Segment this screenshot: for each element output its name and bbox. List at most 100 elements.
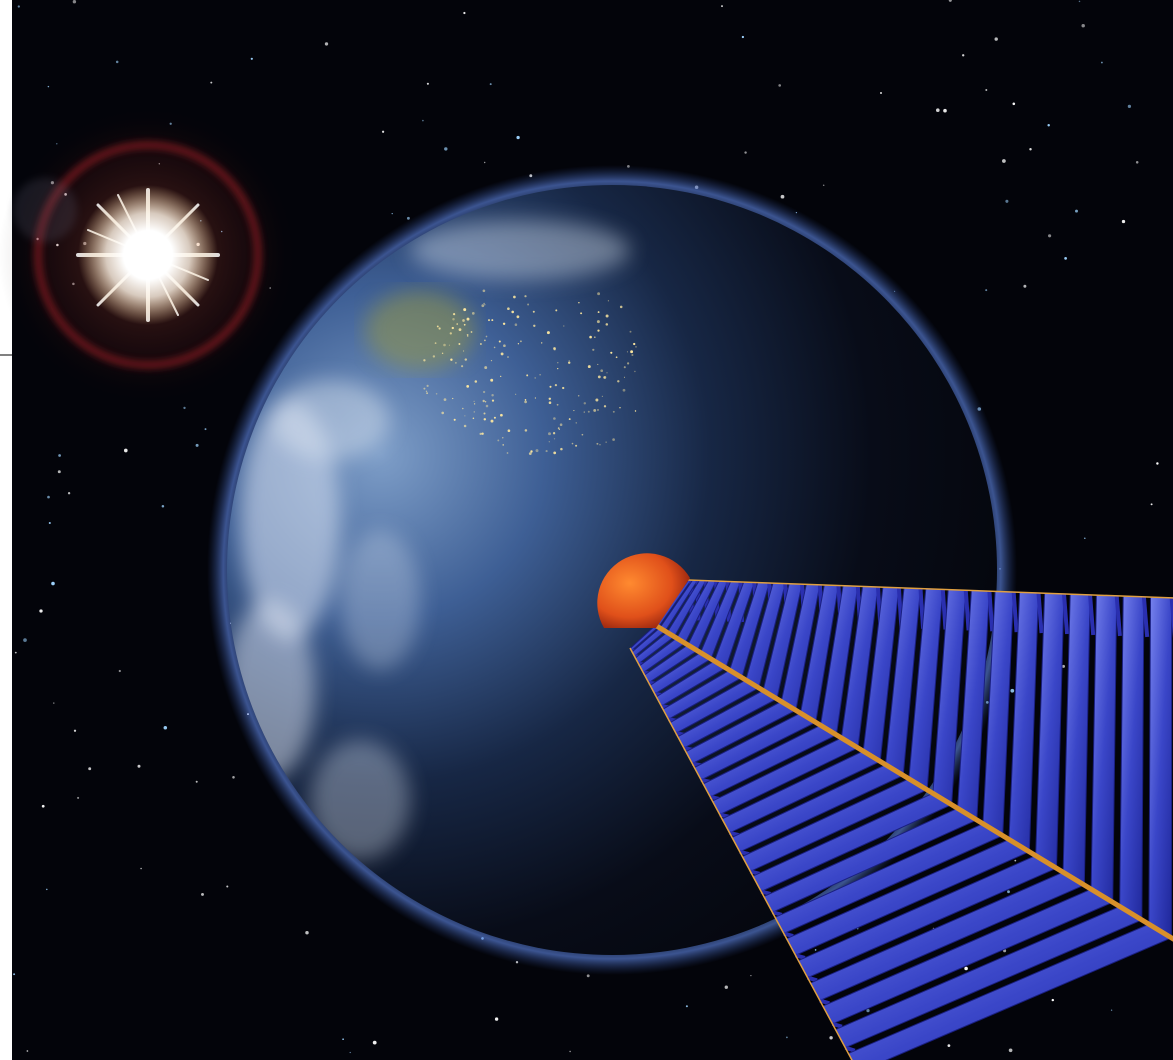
- city-light: [461, 407, 464, 410]
- city-light: [583, 402, 587, 405]
- city-light: [507, 356, 509, 358]
- star: [137, 764, 141, 768]
- city-light: [562, 386, 565, 390]
- star: [41, 804, 45, 808]
- city-light: [631, 353, 634, 357]
- city-light: [484, 366, 488, 370]
- city-light: [423, 387, 426, 390]
- city-light: [539, 374, 541, 376]
- city-light: [527, 303, 530, 306]
- city-light: [470, 331, 473, 333]
- city-light: [483, 412, 486, 415]
- star: [183, 406, 186, 410]
- city-light: [479, 432, 482, 435]
- solar-panel: [1148, 596, 1173, 939]
- star: [741, 35, 745, 39]
- star: [936, 108, 940, 112]
- city-light: [434, 342, 437, 344]
- continent: [365, 290, 475, 370]
- star: [1047, 123, 1050, 127]
- city-light: [548, 397, 552, 401]
- star: [372, 1040, 377, 1045]
- city-light: [500, 413, 503, 417]
- star: [305, 930, 309, 935]
- star: [14, 651, 17, 654]
- city-light: [425, 390, 428, 393]
- city-light: [606, 372, 608, 374]
- star: [195, 780, 198, 783]
- city-light: [575, 444, 578, 447]
- star: [1048, 234, 1052, 238]
- city-light: [617, 380, 620, 383]
- city-light: [593, 336, 596, 339]
- city-light: [558, 428, 560, 430]
- star: [48, 521, 51, 525]
- city-light: [597, 329, 600, 332]
- star: [962, 54, 965, 57]
- city-light: [466, 385, 470, 388]
- city-light: [524, 399, 527, 401]
- star: [786, 1036, 788, 1039]
- star: [163, 726, 168, 730]
- city-light: [524, 429, 528, 432]
- city-light: [491, 319, 494, 322]
- star: [226, 885, 229, 888]
- city-light: [464, 358, 467, 361]
- city-light: [450, 358, 453, 361]
- star: [1010, 688, 1015, 693]
- city-light: [629, 330, 632, 333]
- city-light: [597, 363, 599, 365]
- city-light: [443, 343, 446, 347]
- panel-edge: [783, 931, 794, 939]
- star: [866, 1008, 870, 1013]
- star: [516, 135, 520, 140]
- panel-edge: [1169, 597, 1173, 639]
- star: [489, 83, 492, 86]
- city-light: [553, 438, 556, 440]
- city-light: [466, 317, 470, 321]
- panel-edge: [987, 590, 995, 632]
- star: [201, 892, 204, 896]
- city-light: [493, 346, 496, 349]
- panel-edge: [831, 1021, 843, 1029]
- city-light: [482, 399, 485, 403]
- star: [1005, 199, 1009, 203]
- city-light: [423, 359, 426, 362]
- city-light: [619, 305, 623, 309]
- city-light: [473, 411, 476, 413]
- panel-edge: [795, 953, 806, 960]
- city-light: [490, 378, 494, 382]
- city-light: [587, 365, 591, 369]
- star: [77, 796, 80, 799]
- city-light: [503, 344, 506, 348]
- star: [1064, 257, 1067, 260]
- city-light: [452, 318, 455, 321]
- star: [1002, 159, 1006, 163]
- star: [342, 1038, 344, 1041]
- city-light: [493, 416, 496, 419]
- city-light: [528, 452, 532, 455]
- city-light: [623, 366, 626, 369]
- star: [1051, 998, 1055, 1002]
- city-light: [474, 380, 478, 383]
- star: [1150, 503, 1153, 506]
- city-light: [490, 359, 493, 362]
- panel-edge: [760, 889, 771, 896]
- star: [586, 974, 590, 978]
- city-light: [568, 360, 570, 362]
- sun: [0, 105, 298, 405]
- star: [994, 37, 998, 41]
- city-light: [441, 352, 444, 355]
- star: [985, 89, 988, 91]
- solar-array: [629, 579, 1173, 1060]
- star: [195, 443, 199, 447]
- star: [822, 184, 825, 187]
- city-light: [491, 394, 494, 397]
- city-light: [549, 385, 552, 388]
- star: [964, 966, 968, 971]
- city-light: [462, 319, 465, 322]
- star: [1007, 890, 1010, 894]
- city-light: [571, 442, 574, 445]
- city-light: [532, 310, 535, 313]
